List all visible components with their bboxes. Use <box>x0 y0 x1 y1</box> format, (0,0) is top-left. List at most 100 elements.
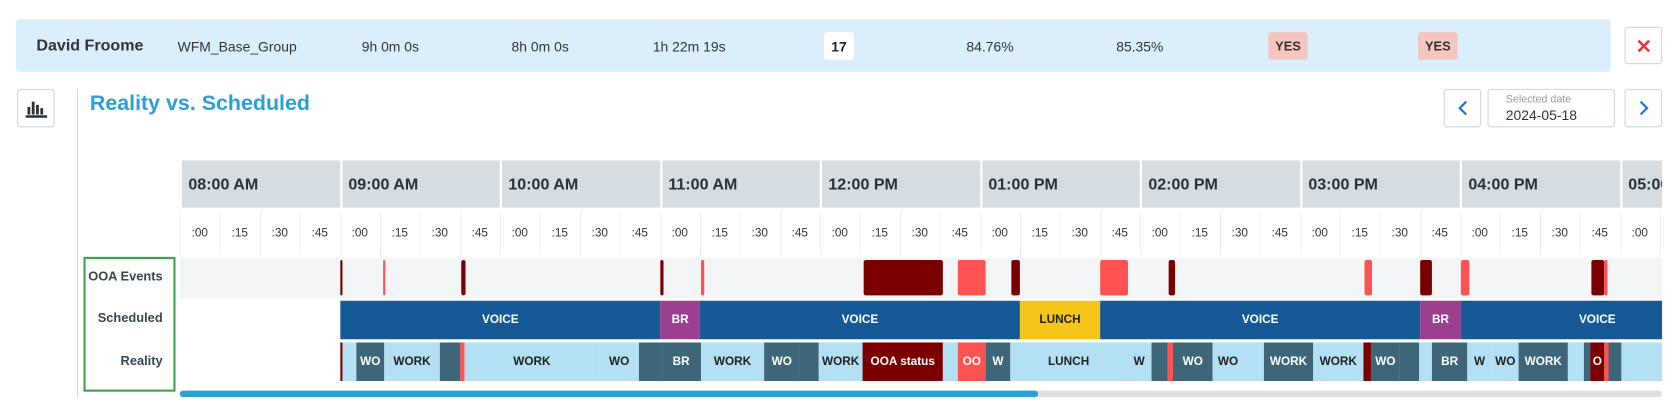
reality-block[interactable] <box>942 342 959 381</box>
quarter-label: :45 <box>471 226 488 240</box>
reality-block[interactable]: WO <box>1621 342 1663 381</box>
reality-block[interactable]: WO <box>1370 342 1401 381</box>
reality-block[interactable]: WORK <box>818 342 864 381</box>
quarter-tick <box>659 210 661 256</box>
reality-block[interactable] <box>1151 342 1169 381</box>
scheduled-block[interactable]: VOICE <box>1100 300 1421 340</box>
scheduled-block[interactable]: BR <box>1420 300 1461 340</box>
reality-block[interactable]: WORK <box>464 342 601 381</box>
quarter-label: :15 <box>231 226 248 240</box>
quarter-tick <box>1419 210 1421 256</box>
quarter-label: :15 <box>871 226 888 240</box>
hour-cell <box>819 160 980 208</box>
ooa-event[interactable] <box>340 260 343 296</box>
quarter-label: :15 <box>391 226 408 240</box>
chart-toggle[interactable] <box>17 88 55 128</box>
reality-block[interactable]: WO <box>1212 342 1245 381</box>
ooa-event[interactable] <box>863 260 943 296</box>
reality-block[interactable]: WO <box>356 342 386 381</box>
reality-block[interactable] <box>342 342 358 381</box>
scheduled-block[interactable]: BR <box>660 300 700 340</box>
quarter-tick <box>379 210 381 256</box>
agent-name: David Froome <box>36 36 144 55</box>
hour-label: 12:00 PM <box>828 175 898 194</box>
reality-block[interactable]: WO <box>1491 342 1520 381</box>
ooa-event[interactable] <box>660 260 664 296</box>
ooa-event[interactable] <box>1100 260 1128 296</box>
quarter-label: :45 <box>1431 226 1448 240</box>
scroll-thumb[interactable] <box>179 390 1039 398</box>
reality-block[interactable]: WORK <box>384 342 441 381</box>
reality-block[interactable] <box>439 342 462 381</box>
reality-block[interactable]: W <box>985 342 1012 381</box>
reality-block[interactable] <box>799 342 820 381</box>
ooa-event[interactable] <box>1011 260 1020 296</box>
reality-block[interactable]: LUNCH <box>1010 342 1128 381</box>
reality-block[interactable] <box>638 342 663 381</box>
ooa-event[interactable] <box>1364 260 1372 296</box>
reality-block[interactable]: OO <box>957 342 987 381</box>
next-date[interactable] <box>1624 88 1663 128</box>
scheduled-block[interactable]: VOICE <box>1460 300 1663 340</box>
hour-label: 05:00 PM <box>1628 175 1662 194</box>
hour-label: 04:00 PM <box>1468 175 1538 194</box>
ooa-event[interactable] <box>1604 260 1608 296</box>
scheduled-block[interactable]: VOICE <box>340 300 661 340</box>
reality-block[interactable] <box>1567 342 1585 381</box>
reality-block[interactable]: BR <box>661 342 703 381</box>
quarter-label: :45 <box>1271 226 1288 240</box>
quarter-label: :00 <box>351 226 368 240</box>
reality-block[interactable]: WO <box>599 342 640 381</box>
quarter-tick <box>739 210 741 256</box>
close-button[interactable] <box>1624 26 1663 65</box>
hour-label: 01:00 PM <box>988 175 1058 194</box>
ooa-event[interactable] <box>1420 260 1432 296</box>
reality-block[interactable]: BR <box>1431 342 1469 381</box>
quarter-tick <box>419 210 421 256</box>
date-value: 2024-05-18 <box>1505 107 1577 124</box>
reality-block[interactable] <box>1608 342 1623 381</box>
reality-block[interactable]: WO <box>1172 342 1214 381</box>
ooa-event[interactable] <box>957 260 986 296</box>
quarter-label: :00 <box>1311 226 1328 240</box>
row-label: Reality <box>120 353 163 369</box>
ooa-event[interactable] <box>1591 260 1605 296</box>
scheduled-block[interactable]: VOICE <box>699 300 1020 340</box>
quarter-label: :15 <box>711 226 728 240</box>
reality-block[interactable]: WORK <box>700 342 766 381</box>
hour-cell <box>179 160 340 208</box>
quarter-label: :30 <box>1231 226 1248 240</box>
quarter-label: :15 <box>1660 227 1662 240</box>
reality-block[interactable]: W <box>1467 342 1493 381</box>
reality-block[interactable]: WORK <box>1518 342 1569 381</box>
ooa-count: 17 <box>824 32 855 60</box>
reality-block[interactable] <box>1399 342 1421 381</box>
scheduled-block[interactable]: LUNCH <box>1019 300 1101 340</box>
reality-block[interactable]: W <box>1126 342 1153 381</box>
ooa-event[interactable] <box>1460 260 1470 296</box>
quarter-label: :30 <box>591 226 608 240</box>
reality-block[interactable]: WORK <box>1263 342 1315 381</box>
reality-block[interactable] <box>1419 342 1433 381</box>
ooa-event[interactable] <box>1168 260 1176 296</box>
reality-block[interactable]: WORK <box>1313 342 1365 381</box>
quarter-tick <box>219 210 221 256</box>
reality-block[interactable]: OOA status <box>862 342 944 381</box>
date-picker[interactable]: Selected date 2024-05-18 <box>1487 88 1615 128</box>
divider <box>77 88 79 399</box>
hour-label: 03:00 PM <box>1308 175 1378 194</box>
quarter-tick <box>1339 210 1341 256</box>
prev-date[interactable] <box>1443 88 1482 128</box>
reality-block[interactable]: WO <box>764 342 801 381</box>
ooa-event[interactable] <box>700 260 705 296</box>
timeline: 08:00 AM:00:15:30:45 09:00 AM:00:15:30:45… <box>179 160 1663 399</box>
quarter-tick <box>1659 210 1661 256</box>
ooa-event[interactable] <box>461 260 466 296</box>
reality-block[interactable] <box>1243 342 1265 381</box>
agent-row[interactable] <box>16 19 1611 72</box>
worked-time: 8h 0m 0s <box>511 38 569 55</box>
quarter-tick <box>1459 210 1461 256</box>
ooa-event[interactable] <box>383 260 386 296</box>
reality-block[interactable]: O <box>1590 342 1606 381</box>
quarter-label: :00 <box>991 226 1008 240</box>
